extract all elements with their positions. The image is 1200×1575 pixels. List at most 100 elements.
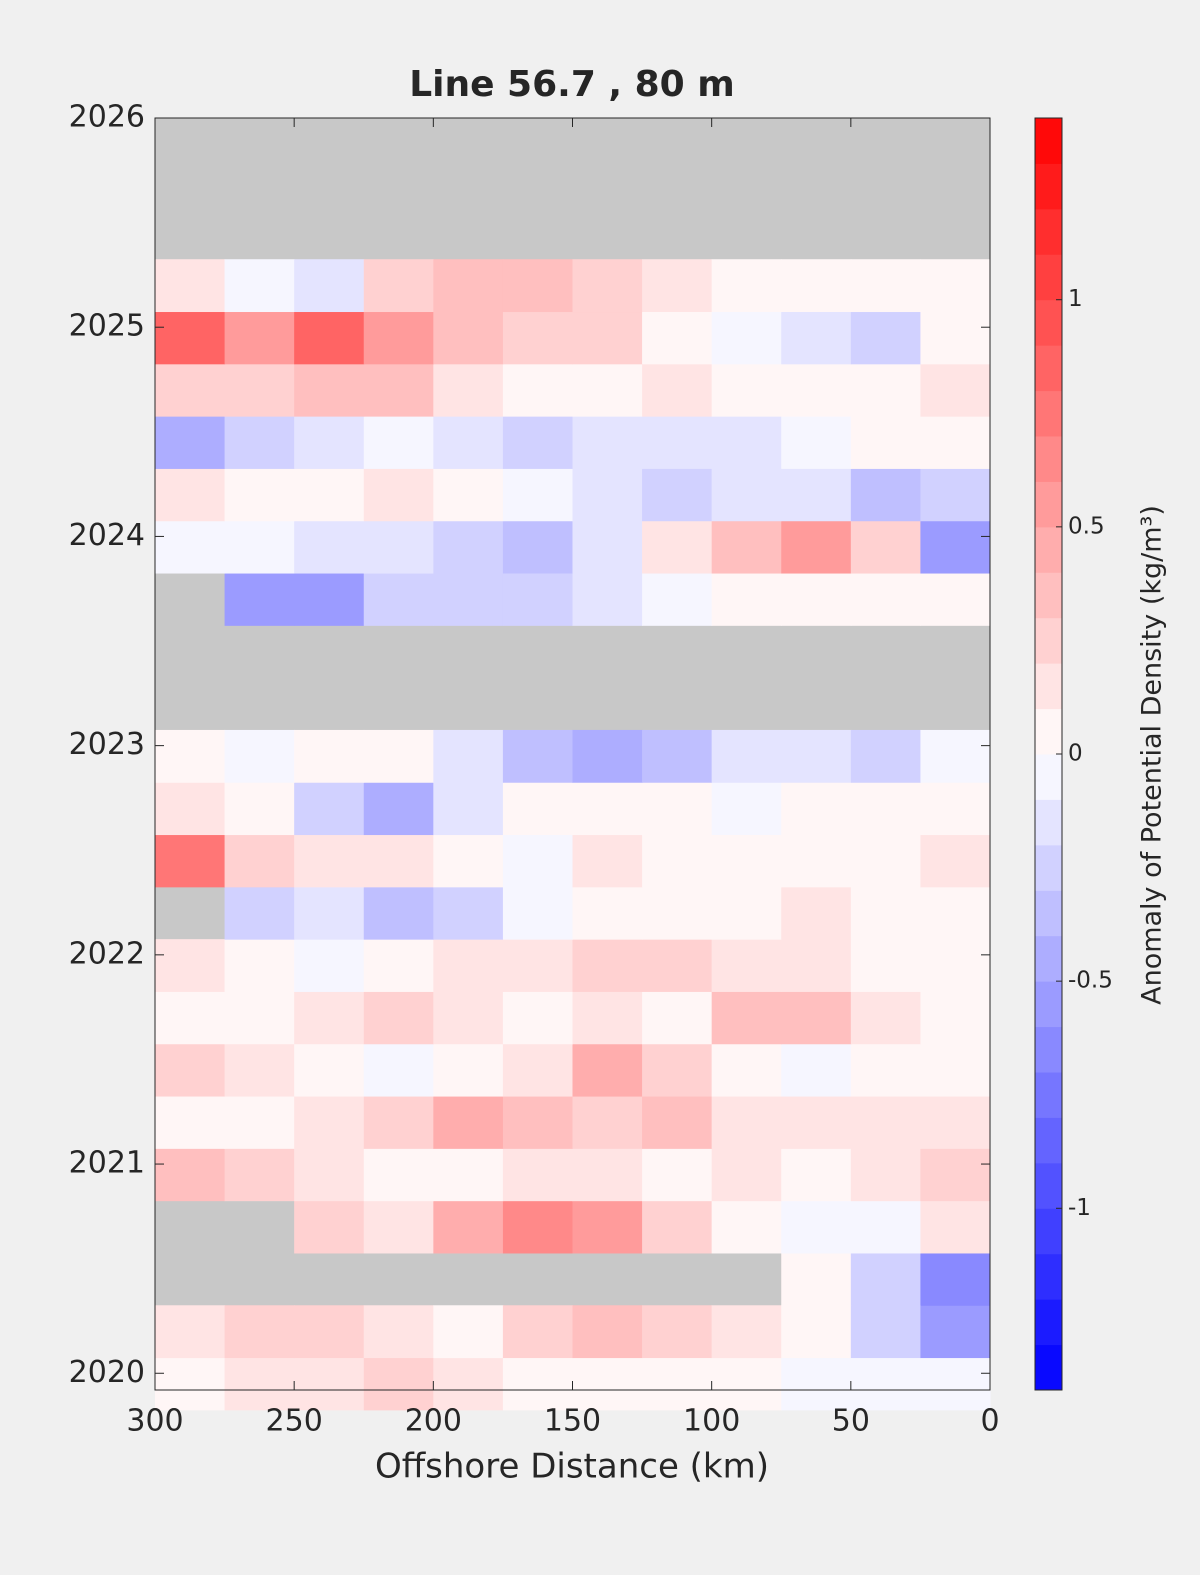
- contour-cell: [642, 886, 713, 940]
- contour-cell: [711, 1200, 782, 1254]
- contour-cell: [850, 363, 921, 417]
- contour-cell: [433, 1148, 504, 1202]
- contour-cell: [294, 834, 365, 888]
- colorbar-band: [1035, 663, 1062, 710]
- contour-cell: [155, 991, 226, 1045]
- colorbar-band: [1035, 1253, 1062, 1300]
- contour-cell: [502, 468, 573, 522]
- contour-cell: [502, 1043, 573, 1097]
- contour-cell: [850, 1357, 921, 1411]
- contour-cell: [224, 468, 295, 522]
- contour-cell: [433, 311, 504, 365]
- contour-cell: [850, 520, 921, 574]
- contour-cell: [502, 1305, 573, 1359]
- contour-cell: [920, 729, 991, 783]
- contour-cell: [155, 729, 226, 783]
- contour-cell: [920, 1148, 991, 1202]
- contour-cell: [850, 416, 921, 469]
- contour-cell: [502, 520, 573, 574]
- contour-cell: [572, 886, 643, 940]
- contour-cell: [155, 468, 226, 522]
- contour-cell: [572, 991, 643, 1045]
- contour-cell: [781, 729, 852, 783]
- contour-cell: [850, 886, 921, 940]
- contour-cell: [294, 1096, 365, 1149]
- contour-cell: [502, 991, 573, 1045]
- colorbar-band: [1035, 345, 1062, 392]
- contour-cell: [920, 416, 991, 469]
- contour-cell: [294, 416, 365, 469]
- contour-cell: [155, 416, 226, 469]
- contour-cell: [642, 573, 713, 626]
- contour-cell: [572, 834, 643, 888]
- contour-cell: [224, 573, 295, 626]
- contour-cell: [781, 1043, 852, 1097]
- contour-cell: [572, 468, 643, 522]
- colorbar-band: [1035, 1026, 1062, 1073]
- contour-cell: [502, 311, 573, 365]
- colorbar-band: [1035, 299, 1062, 346]
- colorbar-tick-label: 1: [1068, 286, 1083, 312]
- contour-cell: [433, 991, 504, 1045]
- contour-cell: [433, 520, 504, 574]
- contour-cell: [294, 468, 365, 522]
- contour-cell: [363, 886, 434, 940]
- colorbar-band: [1035, 1072, 1062, 1118]
- colorbar-band: [1035, 526, 1062, 573]
- contour-cell: [363, 468, 434, 522]
- colorbar-band: [1035, 617, 1062, 664]
- contour-cell: [781, 1096, 852, 1149]
- contour-cell: [642, 1200, 713, 1254]
- chart-title: Line 56.7 , 80 m: [409, 64, 735, 105]
- contour-cell: [572, 1096, 643, 1149]
- contour-cell: [294, 1200, 365, 1254]
- contour-cell: [642, 1305, 713, 1359]
- contour-cell: [155, 939, 226, 992]
- contour-cell: [433, 782, 504, 836]
- contour-cell: [294, 782, 365, 836]
- contour-cell: [502, 834, 573, 888]
- contour-cell: [850, 729, 921, 783]
- contour-cell: [224, 1357, 295, 1411]
- contour-cell: [920, 468, 991, 522]
- contour-cell: [781, 834, 852, 888]
- contour-cell: [224, 782, 295, 836]
- colorbar-band: [1035, 1344, 1062, 1391]
- contour-cell: [155, 363, 226, 417]
- contour-cell: [433, 416, 504, 469]
- contour-cell: [572, 1305, 643, 1359]
- colorbar-label: Anomaly of Potential Density (kg/m³): [1137, 505, 1168, 1005]
- contour-cell: [920, 886, 991, 940]
- contour-cell: [850, 939, 921, 992]
- colorbar-band: [1035, 754, 1062, 800]
- contour-cell: [850, 468, 921, 522]
- x-tick-label: 150: [544, 1404, 601, 1439]
- contour-cell: [433, 939, 504, 992]
- y-tick-label: 2023: [69, 727, 145, 762]
- contour-cell: [224, 729, 295, 783]
- contour-cell: [155, 1357, 226, 1411]
- contour-cell: [572, 520, 643, 574]
- colorbar-band: [1035, 1162, 1062, 1209]
- contour-cell: [642, 1148, 713, 1202]
- contour-cell: [572, 363, 643, 417]
- contour-cell: [572, 782, 643, 836]
- contour-cell: [572, 416, 643, 469]
- contour-cell: [920, 311, 991, 365]
- contour-cell: [711, 834, 782, 888]
- x-tick-label: 250: [266, 1404, 323, 1439]
- contour-cell: [781, 991, 852, 1045]
- contour-cell: [363, 416, 434, 469]
- contour-cell: [502, 573, 573, 626]
- contour-cell: [711, 886, 782, 940]
- contour-cell: [920, 1096, 991, 1149]
- contour-cell: [294, 363, 365, 417]
- contour-cell: [433, 834, 504, 888]
- contour-cell: [155, 782, 226, 836]
- contour-cell: [711, 991, 782, 1045]
- colorbar-band: [1035, 208, 1062, 255]
- x-tick-label: 0: [980, 1404, 999, 1439]
- contour-cell: [920, 939, 991, 992]
- colorbar-band: [1035, 1208, 1062, 1255]
- contour-cell: [711, 520, 782, 574]
